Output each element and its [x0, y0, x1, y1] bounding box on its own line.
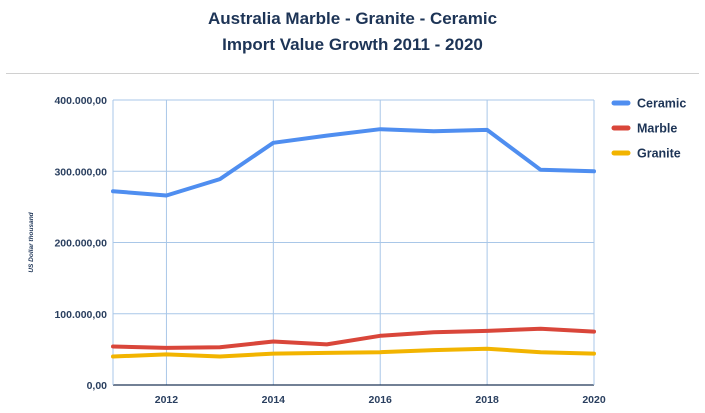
x-axis-ticks: 2012 2014 2016 2018 2020 [155, 394, 606, 406]
x-tick-label: 2018 [475, 394, 499, 406]
x-tick-label: 2020 [582, 394, 606, 406]
series-lines [111, 127, 596, 359]
y-tick-label: 400.000,00 [54, 95, 107, 107]
y-tick-label: 100.000,00 [54, 309, 107, 321]
gridlines [113, 99, 595, 385]
chart-title-line-2: Import Value Growth 2011 - 2020 [222, 35, 483, 54]
series-line-ceramic [111, 127, 596, 198]
x-tick-label: 2016 [369, 394, 393, 406]
x-tick-label: 2012 [155, 394, 179, 406]
x-tick-label: 2014 [262, 394, 286, 406]
title-divider [6, 73, 699, 74]
y-axis-label: US Dollar thousand [28, 211, 35, 272]
y-tick-label: 0,00 [87, 380, 108, 392]
legend: Ceramic Marble Granite [611, 97, 686, 161]
series-line-granite [111, 346, 596, 359]
series-line-marble [111, 326, 596, 350]
chart-title: Australia Marble - Granite - Ceramic Imp… [0, 6, 705, 58]
y-tick-label: 200.000,00 [54, 238, 107, 250]
chart-title-line-1: Australia Marble - Granite - Ceramic [207, 9, 498, 28]
axes [112, 100, 595, 386]
legend-label-ceramic: Ceramic [637, 97, 686, 111]
y-axis-ticks: 0,00 100.000,00 200.000,00 300.000,00 400.00… [54, 95, 107, 392]
legend-label-marble: Marble [637, 122, 677, 136]
y-tick-label: 300.000,00 [54, 166, 107, 178]
legend-label-granite: Granite [637, 147, 681, 161]
